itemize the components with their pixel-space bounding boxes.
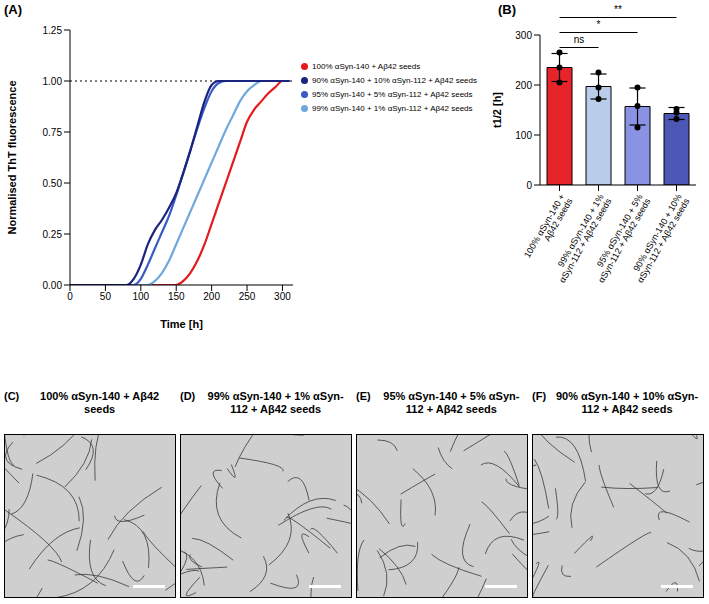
svg-text:0.00: 0.00: [43, 280, 63, 291]
svg-text:Time [h]: Time [h]: [160, 318, 203, 330]
svg-text:0: 0: [526, 180, 532, 191]
svg-text:*: *: [597, 19, 601, 30]
svg-text:50: 50: [100, 291, 112, 302]
svg-text:0.75: 0.75: [43, 127, 63, 138]
svg-text:t1/2 [h]: t1/2 [h]: [491, 92, 503, 128]
svg-text:300: 300: [515, 30, 532, 41]
svg-text:200: 200: [515, 80, 532, 91]
svg-text:150: 150: [168, 291, 185, 302]
svg-text:90% αSyn-140 + 10%αSyn-112 + A: 90% αSyn-140 + 10%αSyn-112 + Aβ42 seeds: [627, 192, 691, 285]
svg-text:1.00: 1.00: [43, 76, 63, 87]
svg-text:Normalised ThT fluorescence: Normalised ThT fluorescence: [6, 80, 18, 234]
svg-text:**: **: [614, 4, 622, 15]
svg-text:1.25: 1.25: [43, 25, 63, 36]
svg-text:0.25: 0.25: [43, 229, 63, 240]
svg-text:0.50: 0.50: [43, 178, 63, 189]
svg-text:0: 0: [67, 291, 73, 302]
svg-text:100: 100: [132, 291, 149, 302]
svg-text:ns: ns: [574, 34, 585, 45]
svg-text:100: 100: [515, 130, 532, 141]
svg-text:250: 250: [239, 291, 256, 302]
svg-text:300: 300: [274, 291, 291, 302]
svg-text:200: 200: [203, 291, 220, 302]
